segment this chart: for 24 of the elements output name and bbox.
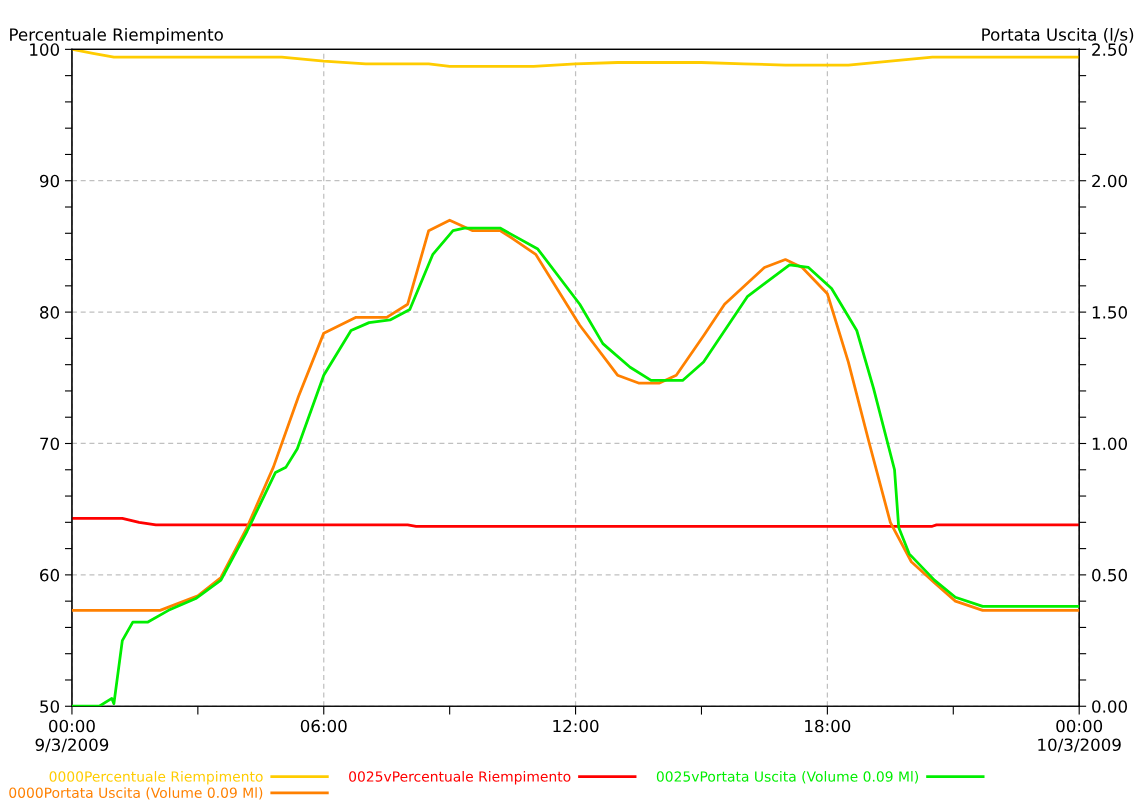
x-tick-label: 00:00 10/3/2009 — [1038, 719, 1121, 753]
legend-label: 0000Portata Uscita (Volume 0.09 Ml) — [9, 787, 263, 800]
x-tick-label: 18:00 — [805, 719, 851, 733]
legend-label: 0025vPortata Uscita (Volume 0.09 Ml) — [656, 771, 919, 784]
x-tick-label: 06:00 — [300, 719, 347, 733]
y-tick-label: 50 — [40, 700, 60, 713]
x-tick-label: 12:00 — [553, 719, 599, 733]
y-tick-label: 70 — [40, 437, 60, 451]
line-series — [71, 218, 1080, 612]
y2-tick-label: 1.50 — [1092, 306, 1127, 319]
y-tick-label: 90 — [39, 174, 60, 188]
y2-axis-title: Portata Uscita (l/s) — [982, 27, 1134, 43]
y2-tick-label: 1.00 — [1092, 437, 1127, 451]
y2-tick-label: 2.00 — [1092, 174, 1127, 188]
line-series — [71, 516, 1080, 528]
x-tick-label: 00:00 9/3/2009 — [35, 719, 109, 753]
y-tick-label: 100 — [30, 43, 60, 56]
y2-tick-label: 0.00 — [1092, 700, 1127, 713]
y-tick-label: 80 — [40, 306, 60, 319]
y-tick-label: 60 — [40, 568, 60, 582]
y2-tick-label: 2.50 — [1092, 43, 1127, 56]
legend-label: 0025vPercentuale Riempimento — [349, 771, 571, 785]
y2-tick-label: 0.50 — [1092, 568, 1127, 582]
legend-label: 0000Percentuale Riempimento — [49, 771, 263, 785]
